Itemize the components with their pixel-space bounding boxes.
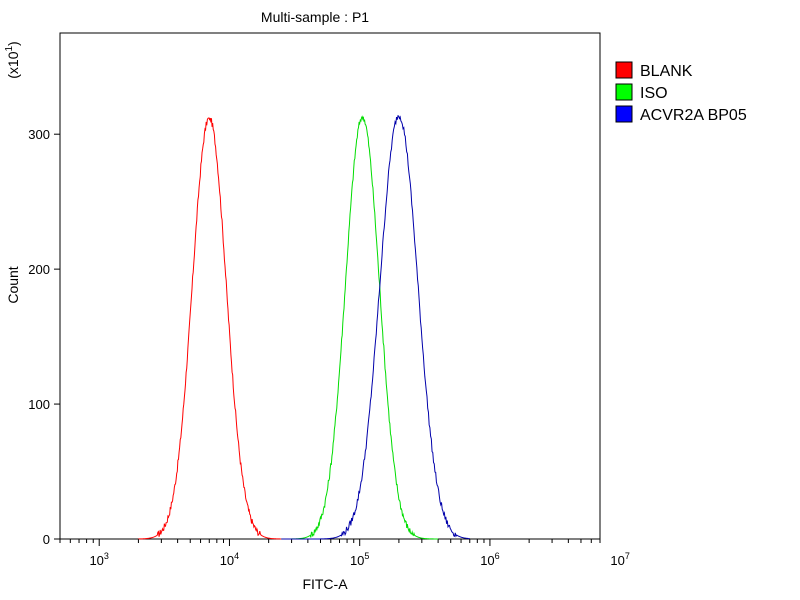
y-axis-title: Count [5, 266, 21, 303]
y-tick-label: 200 [28, 262, 50, 277]
x-axis-title: FITC-A [302, 576, 348, 592]
series-line-acvr2a-bp05 [281, 114, 470, 540]
legend-label: ISO [640, 85, 668, 102]
x-tick-label: 104 [220, 551, 239, 568]
legend: BLANK ISO ACVR2A BP05 [615, 61, 747, 124]
y-tick-label: 0 [43, 532, 50, 547]
x-tick-label: 105 [350, 551, 369, 568]
legend-label: ACVR2A BP05 [640, 107, 747, 124]
legend-swatch [615, 61, 633, 79]
y-tick-label: 300 [28, 127, 50, 142]
series-line-blank [138, 117, 292, 540]
x-tick-label: 107 [610, 551, 629, 568]
chart-title: Multi-sample : P1 [261, 9, 369, 25]
legend-swatch [615, 83, 633, 101]
x-axis: 103 104 105 106 107 [59, 539, 630, 568]
y-axis: 0 100 200 300 [28, 127, 60, 547]
legend-swatch [615, 105, 633, 123]
y-multiplier-label: (x101) [4, 41, 21, 78]
x-tick-label: 106 [480, 551, 499, 568]
y-tick-label: 100 [28, 397, 50, 412]
plot-frame [59, 32, 601, 540]
x-tick-label: 103 [89, 551, 108, 568]
series-line-iso [281, 115, 439, 540]
series-layer [138, 114, 470, 540]
legend-label: BLANK [640, 63, 693, 80]
